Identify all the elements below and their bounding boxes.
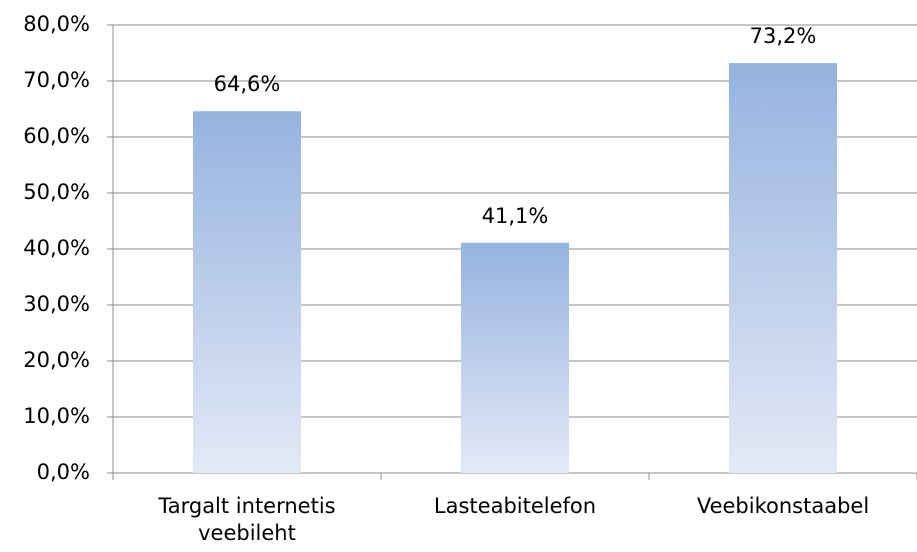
- y-tick-label: 80,0%: [23, 12, 90, 36]
- data-label: 73,2%: [750, 24, 817, 48]
- y-tick-label: 60,0%: [23, 124, 90, 148]
- y-tick-label: 0,0%: [37, 460, 90, 484]
- data-label: 41,1%: [482, 204, 549, 228]
- x-tick-label: Targalt internetis veebileht: [158, 494, 336, 545]
- y-tick-label: 10,0%: [23, 404, 90, 428]
- y-tick-label: 20,0%: [23, 348, 90, 372]
- x-tick-label: Lasteabitelefon: [433, 494, 597, 518]
- y-tick-label: 70,0%: [23, 68, 90, 92]
- bar: [193, 111, 301, 474]
- x-tick-label: Veebikonstaabel: [696, 494, 870, 518]
- y-tick-label: 30,0%: [23, 292, 90, 316]
- data-label: 64,6%: [214, 72, 281, 96]
- y-tick-label: 50,0%: [23, 180, 90, 204]
- y-tick-label: 40,0%: [23, 236, 90, 260]
- bar: [461, 242, 569, 473]
- bar: [729, 63, 837, 474]
